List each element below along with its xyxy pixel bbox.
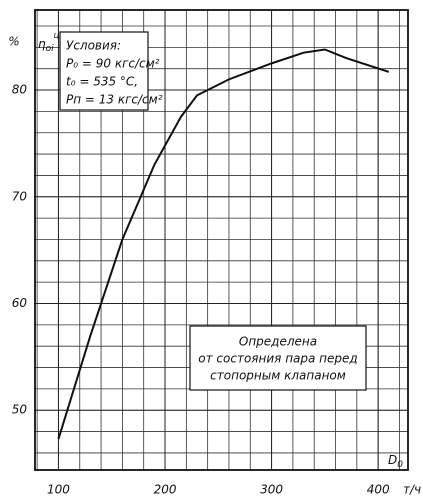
x-unit: т/ч	[403, 483, 421, 497]
note-box	[189, 325, 367, 391]
y-label-main: η	[38, 37, 46, 51]
y-tick-label: 60	[12, 296, 28, 310]
x-tick-label: 100	[47, 483, 70, 497]
x-label: D0	[388, 453, 403, 470]
y-tick-label: 50	[12, 403, 28, 417]
condition-line: Условия:	[66, 39, 121, 53]
y-unit: %	[8, 35, 19, 49]
x-tick-label: 400	[367, 483, 390, 497]
note-line: стопорным клапаном	[210, 369, 346, 383]
x-tick-label: 300	[260, 483, 283, 497]
data-line	[57, 48, 390, 440]
condition-line: t₀ = 535 °C,	[66, 75, 138, 89]
y-label-sub: oi	[46, 44, 55, 54]
y-tick-label: 80	[12, 83, 28, 97]
x-label-sub: 0	[397, 460, 403, 470]
condition-line: Pп = 13 кгс/см²	[66, 93, 163, 107]
x-tick-label: 200	[154, 483, 177, 497]
note-line: Определена	[239, 335, 317, 349]
condition-line: P₀ = 90 кгс/см²	[66, 57, 160, 71]
note-line: от состояния пара перед	[198, 352, 357, 366]
x-label-main: D	[388, 453, 397, 467]
y-tick-label: 70	[12, 189, 28, 203]
plot-frame	[34, 9, 409, 471]
conditions-box	[59, 31, 149, 111]
